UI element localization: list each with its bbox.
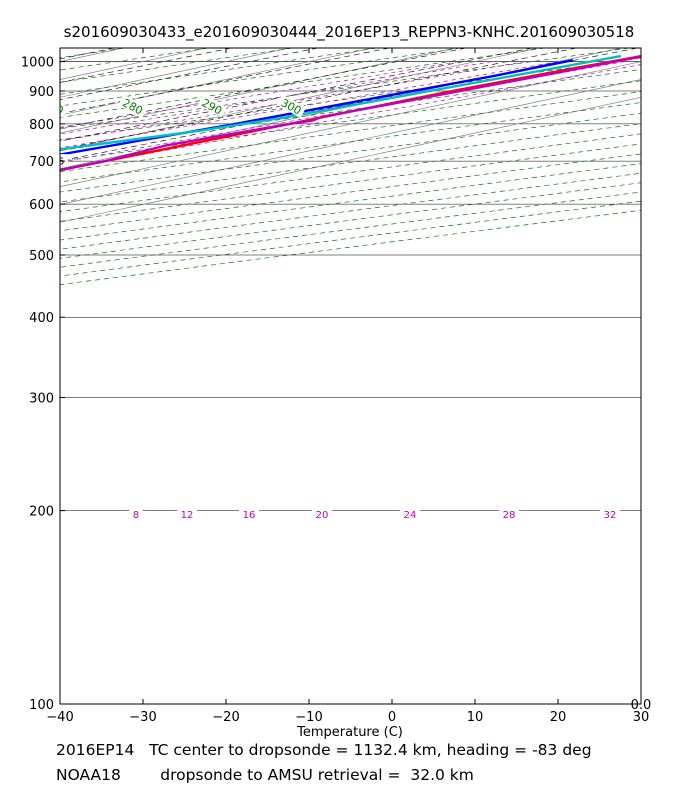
footer-line-2: NOAA18 dropsonde to AMSU retrieval = 32.… [56, 766, 474, 784]
isotherm-line [60, 48, 622, 170]
x-tick-label: 0 [388, 710, 396, 725]
isotherm-line [0, 48, 40, 704]
moist-adiabat-label-bg [239, 507, 259, 520]
moist-adiabat-line [60, 61, 625, 163]
y-tick-label: 900 [29, 85, 54, 100]
x-tick-label: −20 [212, 710, 239, 725]
mixing-ratio-line [60, 48, 318, 100]
y-tick-label: 800 [29, 118, 54, 133]
isotherm-line [60, 79, 641, 205]
moist-adiabat-label-bg [312, 507, 332, 520]
mixing-ratio-label: 10 [0, 157, 6, 168]
dry-adiabat-label-bg [60, 94, 69, 118]
chart-title: s201609030433_e201609030444_2016EP13_REP… [64, 23, 635, 42]
dry-adiabat-line [60, 69, 641, 151]
x-tick-label: 20 [550, 710, 567, 725]
moist-adiabat-label-bg [499, 507, 519, 520]
moist-adiabat-label-bg [177, 507, 197, 520]
y-tick-label: 300 [29, 392, 54, 407]
moist-adiabat-label-bg [600, 507, 620, 520]
dry-adiabat-line [60, 209, 641, 285]
corner-label: 0.0 [631, 698, 652, 713]
dry-adiabat-line [60, 143, 641, 222]
moist-adiabat-label: 8 [133, 510, 139, 521]
x-axis-label: Temperature (C) [296, 725, 403, 740]
dry-adiabat-label-bg [118, 94, 148, 118]
dry-adiabat-line [60, 48, 377, 95]
mixing-ratio-line [60, 48, 533, 142]
y-tick-label: 200 [29, 505, 54, 520]
mixing-ratio-label: 16 [51, 157, 64, 168]
x-tick-label: −10 [295, 710, 322, 725]
mixing-ratio-label-bg [0, 154, 10, 166]
y-tick-label: 700 [29, 155, 54, 170]
dry-adiabat-line [60, 48, 461, 107]
isotherm-line [60, 96, 641, 223]
dry-adiabat-label: 270 [41, 96, 66, 117]
moist-adiabat-label: 20 [316, 510, 329, 521]
moist-adiabat-label: 32 [604, 510, 617, 521]
moist-adiabat-label: 12 [181, 510, 194, 521]
moist-adiabat-label-bg [129, 507, 143, 520]
mixing-ratio-line [60, 48, 577, 150]
temperature-profile [60, 54, 641, 172]
plot-frame [59, 47, 642, 705]
mixing-ratio-line [60, 48, 467, 129]
moist-adiabat-label: 28 [503, 510, 516, 521]
dry-adiabat-line [0, 48, 40, 704]
x-tick-label: −40 [46, 710, 73, 725]
y-tick-label: 400 [29, 311, 54, 326]
moist-adiabat-line [60, 61, 525, 142]
mixing-ratio-label-bg [60, 154, 68, 167]
isotherm-line [60, 61, 641, 187]
y-tick-label: 600 [29, 198, 54, 213]
x-tick-label: 30 [633, 710, 650, 725]
dry-adiabat-line [60, 182, 641, 259]
x-tick-label: 10 [467, 710, 484, 725]
moist-adiabat-label: 16 [243, 510, 256, 521]
dry-adiabat-line [60, 48, 629, 130]
retrieval_dewpoint-profile [60, 54, 622, 151]
x-tick-label: −30 [129, 710, 156, 725]
dry-adiabat-line [60, 200, 641, 277]
dry-adiabat-label-bg [276, 94, 307, 118]
moist-adiabat-line [60, 61, 592, 156]
moist-adiabat-line [60, 64, 641, 170]
footer-line-1: 2016EP14 TC center to dropsonde = 1132.4… [56, 741, 592, 759]
mixing-ratio-line [60, 48, 390, 114]
y-tick-label: 100 [29, 698, 54, 713]
moist-adiabat-label: 24 [404, 510, 417, 521]
retrieval_temperature-profile [60, 55, 641, 172]
dewpoint-profile [60, 59, 574, 156]
y-tick-label: 500 [29, 249, 54, 264]
moist-adiabat-label-bg [400, 507, 420, 520]
dry-adiabat-label-bg [197, 94, 228, 118]
moist-adiabat-line [60, 61, 459, 128]
dry-adiabat-line [60, 191, 641, 268]
mixing-ratio-line [60, 48, 232, 83]
y-tick-label: 1000 [21, 56, 54, 71]
dry-adiabat-line [60, 163, 641, 241]
